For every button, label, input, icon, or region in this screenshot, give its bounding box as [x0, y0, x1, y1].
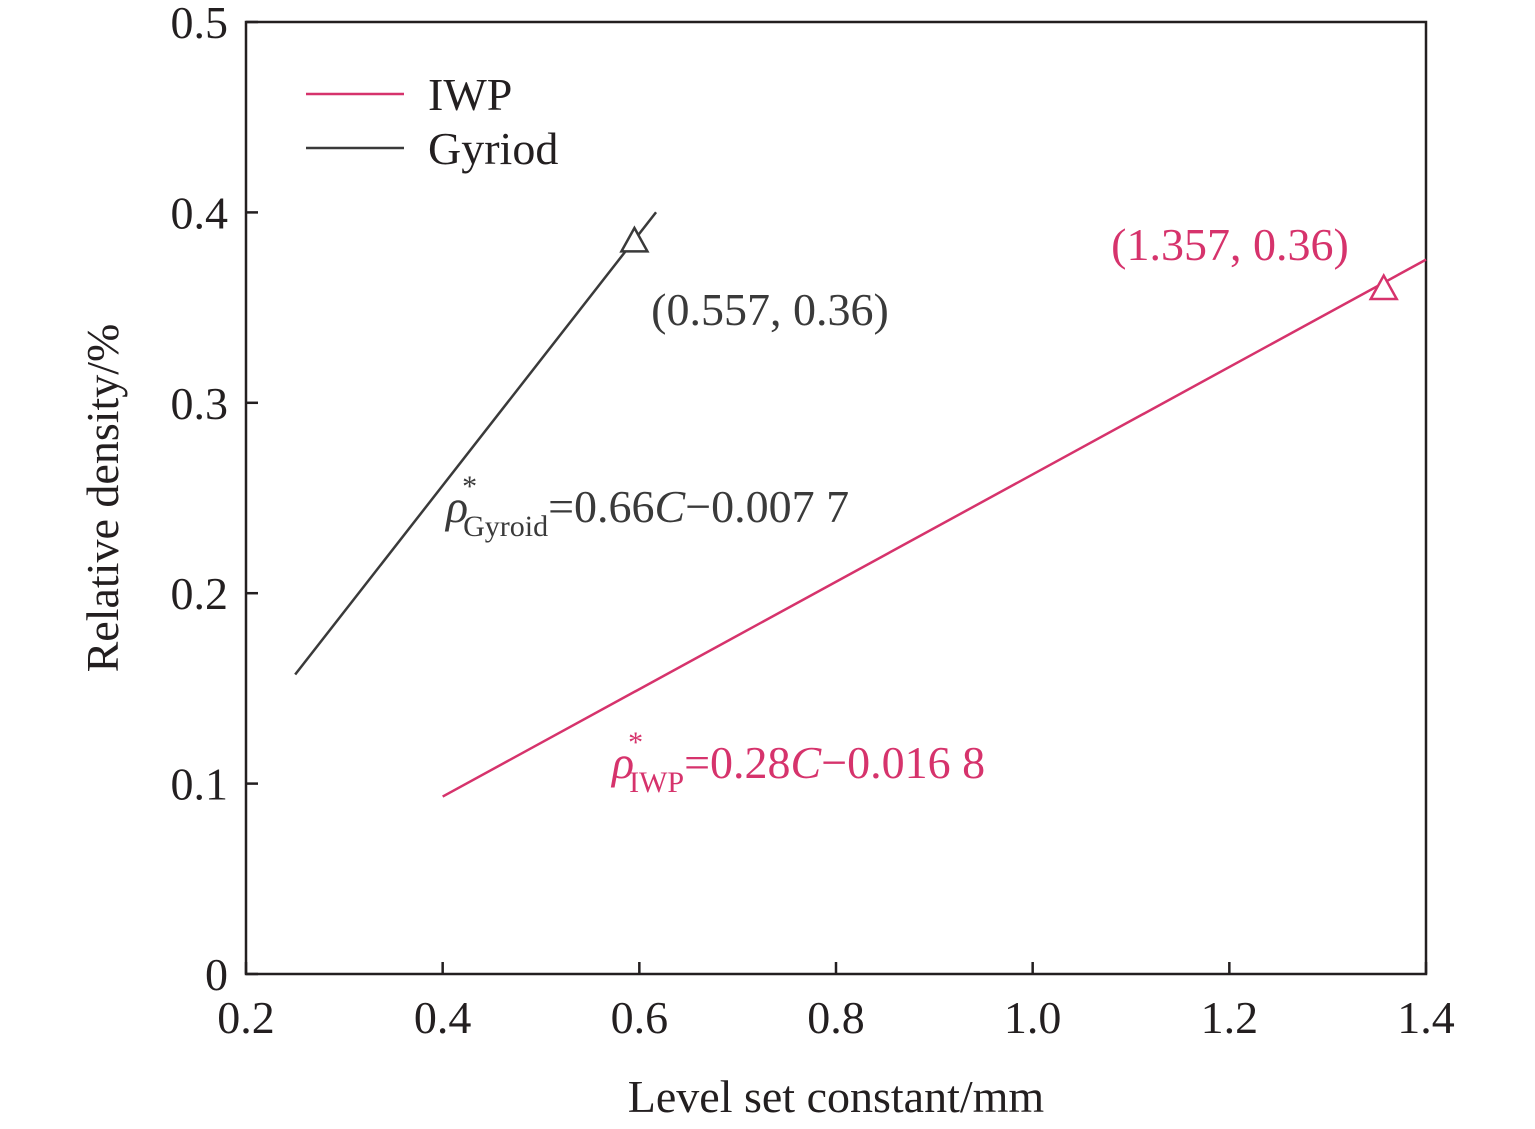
x-tick-label: 1.2 — [1201, 992, 1259, 1043]
x-tick-label: 0.6 — [611, 992, 669, 1043]
equation-iwp-sup: * — [628, 726, 643, 759]
y-tick-label: 0.3 — [171, 378, 229, 429]
equation-gyroid-sub: Gyroid — [463, 510, 548, 543]
legend-label-gyriod: Gyriod — [428, 123, 558, 174]
equation-gyroid-sup: * — [462, 470, 477, 503]
equation-iwp-var: C — [791, 737, 823, 788]
x-tick-label: 0.8 — [807, 992, 865, 1043]
y-tick-label: 0 — [205, 949, 228, 1000]
series-marker-iwp — [1368, 272, 1399, 301]
series-line-gyriod — [294, 211, 658, 676]
series-marker-gyriod — [619, 225, 650, 253]
x-tick-label: 1.0 — [1004, 992, 1062, 1043]
series-line-iwp — [442, 258, 1427, 798]
equation-gyroid-symbol: ρ — [444, 481, 468, 532]
x-tick-label: 0.2 — [217, 992, 275, 1043]
equation-iwp: ρ* IWP=0.28C−0.016 8 — [610, 726, 985, 799]
legend-label-iwp: IWP — [428, 69, 512, 120]
y-axis-title: Relative density/% — [77, 324, 128, 673]
y-tick-label: 0.2 — [171, 568, 229, 619]
equation-iwp-sub: IWP — [629, 766, 684, 799]
x-axis-title: Level set constant/mm — [628, 1071, 1045, 1122]
legend: IWP Gyriod — [306, 69, 558, 174]
equation-gyroid-var: C — [655, 481, 687, 532]
y-tick-label: 0.4 — [171, 187, 229, 238]
equation-gyroid-rhs-a: =0.66 — [548, 481, 654, 532]
equation-gyroid-rhs-b: −0.007 7 — [685, 481, 849, 532]
equation-iwp-rhs-b: −0.016 8 — [821, 737, 985, 788]
y-axis: 0 0.1 0.2 0.3 0.4 0.5 — [171, 0, 258, 1000]
y-tick-label: 0.1 — [171, 759, 229, 810]
point-label-iwp: (1.357, 0.36) — [1111, 219, 1349, 270]
y-tick-label: 0.5 — [171, 0, 229, 48]
x-tick-label: 0.4 — [414, 992, 472, 1043]
equation-iwp-rhs-a: =0.28 — [684, 737, 790, 788]
x-axis: 0.2 0.4 0.6 0.8 1.0 1.2 1.4 — [217, 962, 1455, 1043]
equation-gyroid: ρ* Gyroid=0.66C−0.007 7 — [444, 470, 849, 543]
equation-iwp-symbol: ρ — [610, 737, 634, 788]
point-label-gyriod: (0.557, 0.36) — [651, 284, 889, 335]
x-tick-label: 1.4 — [1397, 992, 1455, 1043]
